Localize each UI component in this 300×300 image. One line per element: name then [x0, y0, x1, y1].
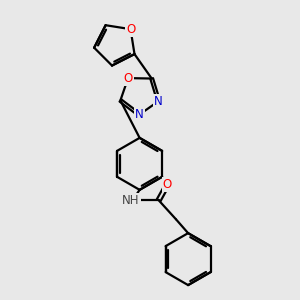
- Text: N: N: [135, 108, 144, 121]
- Text: NH: NH: [122, 194, 140, 207]
- Text: O: O: [126, 23, 135, 36]
- Text: N: N: [154, 94, 163, 108]
- Text: O: O: [163, 178, 172, 191]
- Text: O: O: [124, 72, 133, 85]
